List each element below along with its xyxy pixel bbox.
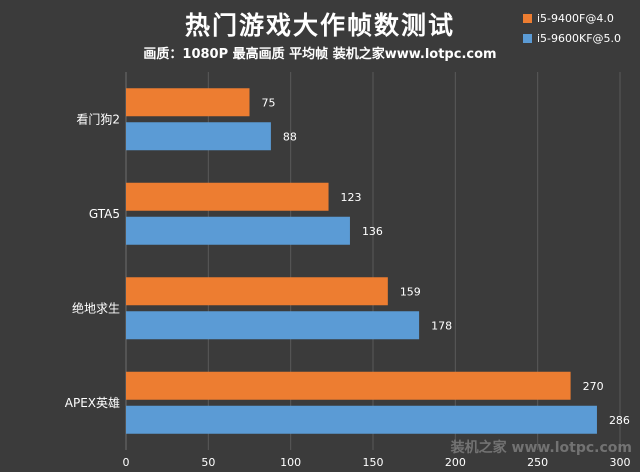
legend-swatch (523, 14, 532, 23)
data-label: 75 (262, 96, 276, 109)
x-tick-label: 150 (363, 456, 384, 469)
data-label: 270 (583, 380, 604, 393)
data-label: 123 (341, 191, 362, 204)
bar (126, 311, 420, 340)
x-tick-label: 50 (201, 456, 215, 469)
data-label: 136 (362, 225, 383, 238)
bar (126, 216, 350, 245)
bar (126, 88, 250, 117)
chart-title: 热门游戏大作帧数测试 (184, 11, 455, 40)
legend-swatch (523, 34, 532, 43)
data-label: 159 (400, 285, 421, 298)
category-label: APEX英雄 (65, 395, 120, 410)
chart-subtitle: 画质：1080P 最高画质 平均帧 装机之家www.lotpc.com (143, 47, 497, 62)
data-label: 178 (431, 319, 452, 332)
bar (126, 405, 597, 434)
x-tick-label: 200 (445, 456, 466, 469)
bar (126, 277, 388, 306)
bar (126, 122, 271, 151)
category-label: 绝地求生 (72, 300, 120, 315)
x-tick-label: 300 (610, 456, 631, 469)
watermark: 装机之家 www.lotpc.com (450, 439, 632, 456)
legend-label: i5-9600KF@5.0 (537, 32, 621, 45)
bar (126, 371, 571, 400)
category-label: GTA5 (89, 207, 120, 221)
x-tick-label: 0 (123, 456, 130, 469)
data-label: 88 (283, 130, 297, 143)
legend-label: i5-9400F@4.0 (537, 12, 614, 25)
bar (126, 182, 329, 211)
x-tick-label: 250 (527, 456, 548, 469)
category-label: 看门狗2 (76, 111, 120, 126)
data-label: 286 (609, 414, 630, 427)
x-tick-label: 100 (280, 456, 301, 469)
